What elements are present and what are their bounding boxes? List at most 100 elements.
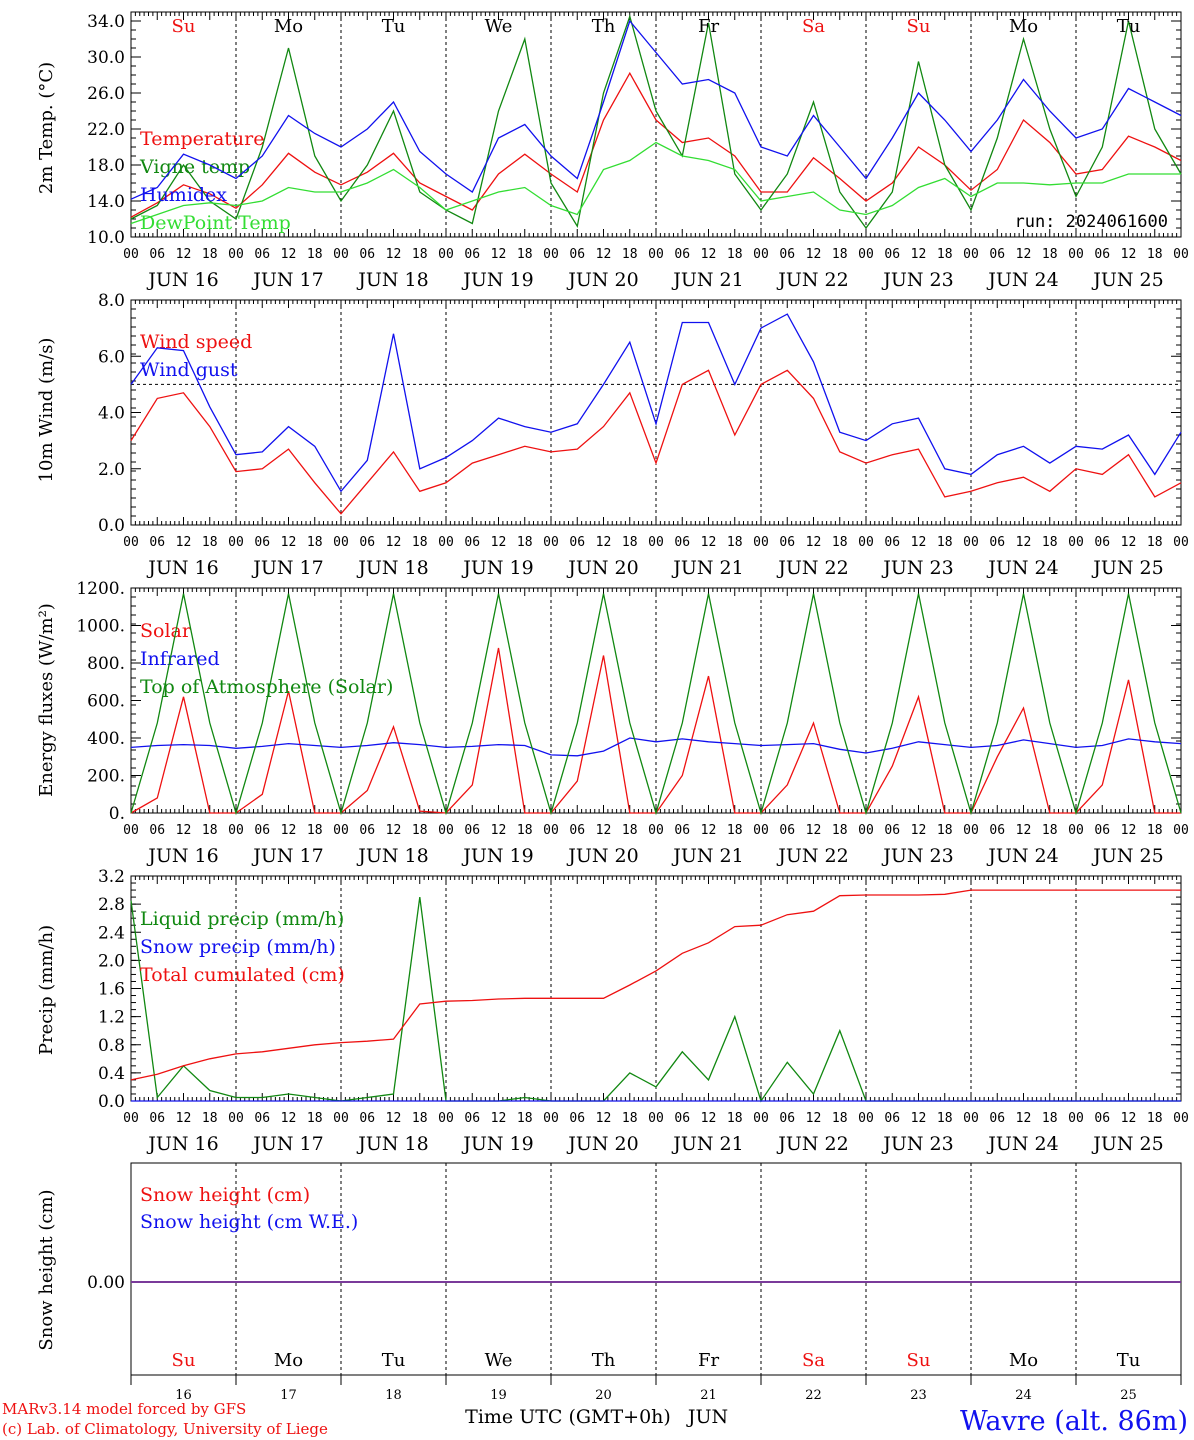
y-tick-label: 4.0 (98, 404, 125, 424)
x-hour-label: 00 (1068, 247, 1084, 262)
x-date-label: JUN 18 (356, 557, 428, 579)
x-date-label: JUN 21 (671, 269, 743, 291)
x-hour-label: 18 (1147, 823, 1163, 838)
x-hour-label: 00 (648, 823, 664, 838)
x-hour-label: 00 (1068, 1111, 1084, 1126)
run-annotation: run: 2024061600 (1014, 212, 1168, 232)
x-date-label: JUN 20 (566, 269, 638, 291)
x-date-label: JUN 17 (251, 269, 323, 291)
x-hour-label: 00 (1173, 535, 1189, 550)
station-name: Wavre (alt. 86m) (960, 1406, 1188, 1437)
y-tick-label: 6.0 (98, 347, 125, 367)
y-tick-label: 800. (87, 654, 125, 674)
x-hour-label: 12 (491, 247, 507, 262)
panel-3: 0. 200. 400. 600. 800. 1000. 1200. Energy fluxe… (36, 579, 1189, 867)
x-hour-label: 12 (1016, 823, 1032, 838)
y-tick-label: 34.0 (87, 12, 125, 32)
y-tick-label: 1.2 (98, 1008, 125, 1028)
x-hour-label: 06 (464, 535, 480, 550)
legend-entry: Liquid precip (mm/h) (140, 908, 344, 930)
x-hour-label: 00 (963, 247, 979, 262)
x-hour-label: 18 (202, 247, 218, 262)
x-date-label: JUN 22 (776, 557, 848, 579)
weekday-label: Sa (802, 1350, 825, 1371)
x-hour-label: 00 (543, 247, 559, 262)
x-date-label: JUN 23 (881, 845, 953, 867)
x-axis-title: Time UTC (GMT+0h) (465, 1406, 671, 1428)
y-axis-label: 2m Temp. (°C) (36, 62, 57, 194)
x-hour-label: 06 (989, 1111, 1005, 1126)
x-hour-label: 00 (1173, 247, 1189, 262)
y-tick-label: 1000. (76, 617, 125, 637)
x-hour-label: 12 (386, 823, 402, 838)
x-hour-label: 06 (569, 535, 585, 550)
day-number-label: 24 (1015, 1388, 1032, 1403)
series-line (130, 14, 1182, 230)
x-hour-label: 18 (622, 1111, 638, 1126)
x-date-label: JUN 19 (461, 845, 533, 867)
weekday-label: Tu (1117, 16, 1141, 37)
x-date-label: JUN 24 (986, 269, 1058, 291)
x-hour-label: 12 (911, 247, 927, 262)
x-hour-label: 06 (359, 1111, 375, 1126)
legend-entry: Wind gust (140, 359, 238, 381)
x-hour-label: 00 (963, 1111, 979, 1126)
legend-entry: Snow height (cm W.E.) (140, 1211, 358, 1233)
x-hour-label: 18 (727, 247, 743, 262)
x-hour-label: 18 (1042, 823, 1058, 838)
x-hour-label: 00 (123, 1111, 139, 1126)
x-hour-label: 12 (176, 823, 192, 838)
x-date-label: JUN 18 (356, 845, 428, 867)
x-hour-label: 06 (884, 823, 900, 838)
x-hour-label: 06 (149, 1111, 165, 1126)
x-hour-label: 00 (333, 1111, 349, 1126)
x-date-label: JUN 24 (986, 1133, 1058, 1155)
x-hour-label: 00 (648, 247, 664, 262)
panel-2: 0.0 2.0 4.0 6.0 8.0 10m Wind (m/s) Wind speed W… (36, 291, 1189, 579)
day-number-label: 21 (700, 1388, 717, 1403)
x-hour-label: 00 (1068, 823, 1084, 838)
credit-line-1: MARv3.14 model forced by GFS (2, 1400, 246, 1418)
x-hour-label: 00 (753, 535, 769, 550)
x-hour-label: 00 (858, 535, 874, 550)
x-hour-label: 00 (858, 247, 874, 262)
series-line (130, 313, 1182, 493)
x-hour-label: 06 (674, 535, 690, 550)
x-hour-label: 12 (281, 1111, 297, 1126)
x-date-label: JUN 25 (1091, 557, 1163, 579)
x-hour-label: 12 (176, 1111, 192, 1126)
weekday-label: We (485, 1350, 513, 1371)
x-hour-label: 06 (1094, 535, 1110, 550)
legend-entry: Snow precip (mm/h) (140, 936, 336, 958)
x-hour-label: 06 (779, 1111, 795, 1126)
x-hour-label: 12 (596, 535, 612, 550)
x-hour-label: 18 (1042, 535, 1058, 550)
day-number-label: 19 (490, 1388, 507, 1403)
x-date-label: JUN 23 (881, 1133, 953, 1155)
day-number-label: 25 (1120, 1388, 1137, 1403)
legend-entry: Wind speed (140, 331, 252, 353)
day-number-label: 16 (175, 1388, 192, 1403)
x-hour-label: 06 (149, 535, 165, 550)
x-hour-label: 06 (569, 823, 585, 838)
x-hour-label: 12 (701, 1111, 717, 1126)
x-date-label: JUN 19 (461, 1133, 533, 1155)
plot-frame (130, 299, 1182, 526)
x-hour-label: 00 (228, 1111, 244, 1126)
legend-entry: Top of Atmosphere (Solar) (140, 676, 393, 698)
x-hour-label: 06 (779, 535, 795, 550)
x-hour-label: 18 (412, 535, 428, 550)
panel-1: 10.0 14.0 18.0 22.0 26.0 30.0 34.0 2m Temp. (°C… (36, 11, 1189, 291)
series-line (130, 737, 1182, 757)
x-date-label: JUN 25 (1091, 1133, 1163, 1155)
x-hour-label: 06 (884, 535, 900, 550)
x-hour-label: 00 (753, 823, 769, 838)
x-date-label: JUN 23 (881, 557, 953, 579)
series-line (130, 19, 1182, 200)
x-hour-label: 06 (884, 247, 900, 262)
x-hour-label: 12 (386, 535, 402, 550)
x-hour-label: 18 (937, 247, 953, 262)
x-hour-label: 06 (674, 247, 690, 262)
x-hour-label: 12 (806, 535, 822, 550)
